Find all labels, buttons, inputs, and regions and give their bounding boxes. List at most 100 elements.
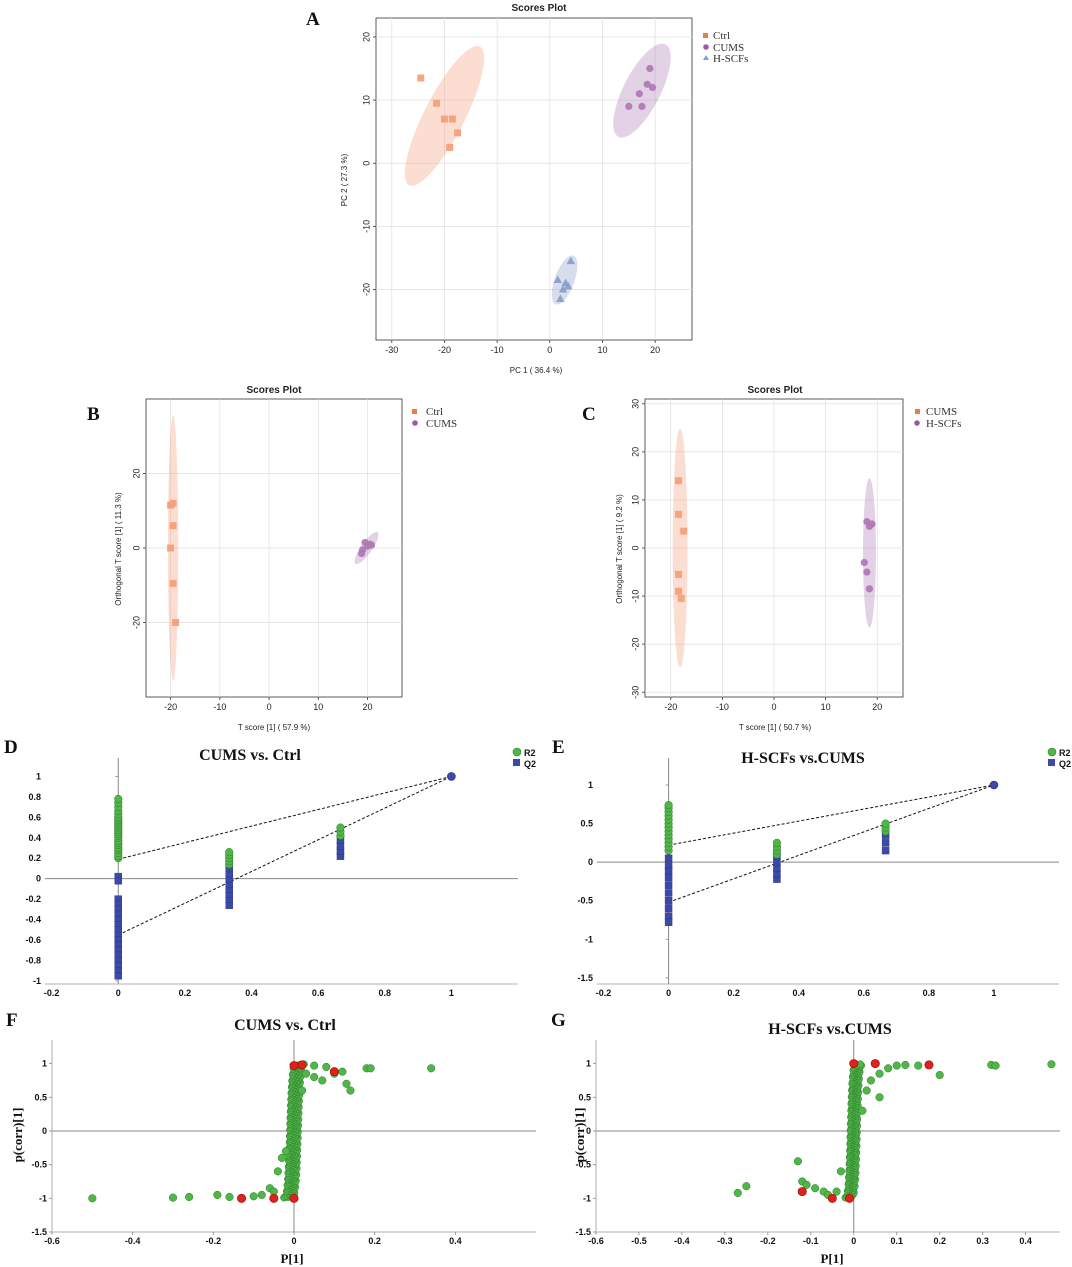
plot-title-c: Scores Plot	[747, 385, 803, 396]
significant-variable-point-g	[797, 1187, 807, 1197]
significant-variable-point-g	[844, 1193, 854, 1203]
significant-variable-point-f	[237, 1193, 247, 1203]
variable-point-f	[322, 1062, 331, 1071]
legend-marker-ctrl-b	[412, 409, 417, 414]
panel-label-f: F	[6, 1010, 18, 1031]
q2-point-e	[881, 839, 890, 847]
data-point-h-scfs-c	[860, 558, 868, 567]
data-point-h-scfs-a	[564, 281, 573, 290]
y-tick-label-g: -1.5	[575, 1227, 591, 1237]
variable-point-g	[1047, 1060, 1056, 1069]
y-tick-label-f: -1	[39, 1193, 47, 1203]
data-point-h-scfs-a	[558, 284, 568, 293]
data-point-ctrl-a	[448, 115, 456, 123]
q2-regression-line-e	[668, 784, 995, 903]
y-tick-label-f: 1	[42, 1059, 47, 1069]
x-tick-label-e: 0.2	[727, 988, 740, 998]
significant-variable-point-g	[870, 1059, 880, 1069]
x-tick-label-f: -0.6	[44, 1236, 60, 1246]
x-tick-label-b: -10	[213, 702, 226, 712]
legend-label-cums-c: CUMS	[926, 406, 957, 418]
x-tick-label-e: 0.8	[923, 988, 936, 998]
panel-e: E H-SCFs vs.CUMS R2 Q2	[552, 737, 1071, 769]
variable-point-g	[875, 1069, 884, 1078]
significant-variable-point-f	[297, 1060, 307, 1070]
q2-point-d	[114, 877, 122, 885]
q2-point-e	[664, 873, 673, 882]
y-tick-label-d: 0.6	[28, 812, 41, 822]
x-tick-label-b: -20	[164, 702, 177, 712]
y-tick-label-b: 0	[131, 545, 141, 550]
variable-point-f	[273, 1167, 282, 1176]
variable-point-g	[836, 1167, 845, 1176]
y-axis-label-b: Orthogonal T score [1] ( 11.3 %)	[114, 492, 123, 606]
data-point-cums-a	[646, 64, 654, 73]
legend-label-cums-b: CUMS	[426, 418, 457, 430]
legend-marker-cums-b	[412, 420, 418, 426]
legend-c: CUMS H-SCFs	[914, 406, 961, 430]
legend-label-r2-e: R2	[1059, 748, 1071, 758]
y-tick-label-f: -0.5	[31, 1160, 47, 1170]
x-tick-label-g: -0.6	[588, 1236, 604, 1246]
data-point-ctrl-a	[433, 99, 441, 107]
x-tick-label-d: 0.2	[179, 988, 192, 998]
y-tick-label-a: -10	[361, 220, 371, 233]
q2-point-d	[114, 972, 122, 980]
variable-point-f	[302, 1069, 311, 1078]
variable-point-g	[811, 1184, 820, 1193]
variable-point-g	[832, 1187, 841, 1196]
variable-point-f	[257, 1190, 266, 1199]
q2-point-e	[664, 912, 673, 920]
legend-d: R2 Q2	[512, 747, 536, 769]
y-tick-label-a: 10	[361, 95, 371, 105]
data-point-cums-c	[680, 527, 688, 535]
significant-variable-point-f	[289, 1061, 299, 1071]
variable-point-g	[914, 1061, 923, 1070]
x-axis-label-c: T score [1] ( 50.7 %)	[739, 723, 812, 732]
legend-marker-q2-e	[1048, 759, 1055, 766]
x-tick-label-d: 0.8	[379, 988, 392, 998]
panel-label-e: E	[552, 737, 565, 758]
variable-point-g	[742, 1182, 751, 1191]
original-model-point-d	[447, 772, 456, 781]
data-point-cums-b	[367, 541, 376, 549]
variable-point-g	[866, 1076, 876, 1085]
y-tick-label-b: -20	[131, 616, 141, 629]
x-tick-label-g: 0.3	[976, 1236, 989, 1246]
x-tick-label-e: 0.6	[858, 988, 871, 998]
legend-marker-cums-a	[703, 44, 709, 50]
x-tick-label-d: 0	[116, 988, 121, 998]
confidence-ellipse-h-scfs-c	[862, 478, 876, 628]
variable-point-f	[281, 1147, 290, 1156]
legend-marker-q2-d	[513, 759, 520, 766]
data-point-cums-a	[635, 90, 643, 98]
variable-point-g	[862, 1086, 871, 1095]
data-point-h-scfs-c	[865, 585, 874, 593]
confidence-ellipse-cums-a	[613, 43, 671, 138]
variable-point-g	[802, 1180, 811, 1189]
y-tick-label-d: 0	[36, 874, 41, 884]
original-model-point-e	[989, 780, 999, 790]
x-tick-label-c: -10	[716, 702, 729, 712]
variable-point-f	[249, 1192, 258, 1201]
x-axis-label-a: PC 1 ( 36.4 %)	[510, 366, 563, 375]
plot-title-d: CUMS vs. Ctrl	[199, 747, 301, 764]
y-tick-label-e: 0	[588, 857, 593, 867]
legend-e: R2 Q2	[1047, 747, 1071, 769]
data-point-h-scfs-a	[556, 294, 565, 302]
data-point-cums-a	[625, 102, 633, 110]
data-point-cums-c	[675, 477, 683, 485]
variable-point-f	[342, 1079, 351, 1088]
significant-variable-point-f	[329, 1067, 339, 1077]
legend-label-ctrl-b: Ctrl	[426, 406, 443, 418]
x-tick-label-g: -0.2	[760, 1236, 776, 1246]
y-tick-label-a: -20	[361, 283, 371, 296]
q2-point-e	[664, 904, 673, 913]
x-tick-label-a: -30	[385, 345, 398, 355]
variable-point-f	[185, 1192, 194, 1202]
q2-point-e	[664, 918, 673, 926]
variable-point-f	[310, 1061, 319, 1070]
x-axis-label-g: P[1]	[820, 1251, 843, 1266]
x-tick-label-e: -0.2	[596, 988, 612, 998]
